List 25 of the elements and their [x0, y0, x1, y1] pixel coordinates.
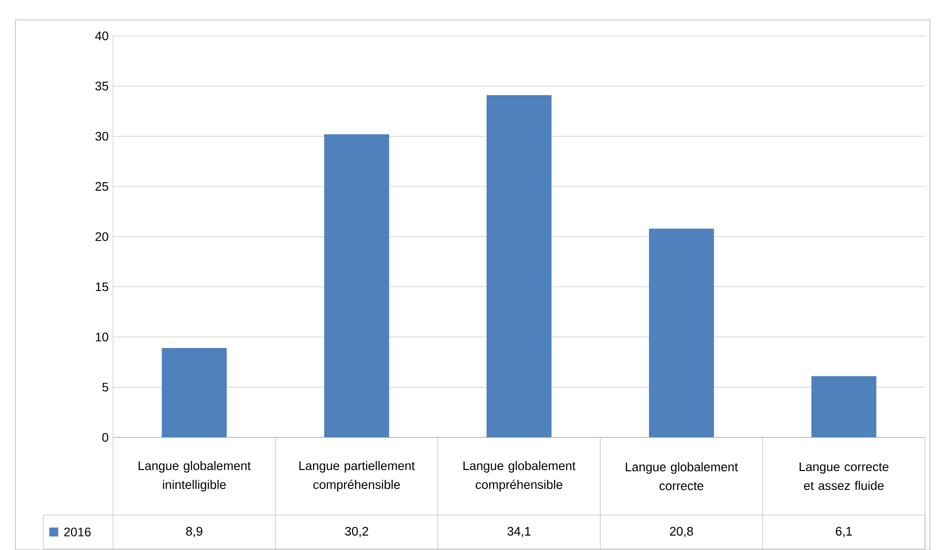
x-tick-label: Langue globalement compréhensible	[463, 461, 576, 492]
bar	[486, 95, 552, 438]
x-tick-label: Langue partiellement compréhensible	[299, 461, 415, 492]
bar	[162, 348, 227, 438]
bar	[648, 228, 714, 438]
data-label: 34,1	[507, 526, 531, 538]
y-tick-label: 10	[96, 332, 108, 342]
y-tick-label: 0	[102, 433, 108, 442]
x-tick-label: Langue globalement correcte	[626, 462, 738, 490]
y-tick-label: 25	[96, 182, 108, 191]
y-tick-label: 35	[95, 82, 108, 90]
bar	[324, 134, 390, 438]
data-label: 8,9	[186, 526, 202, 538]
legend-label: 2016	[64, 528, 91, 536]
y-tick-label: 40	[95, 31, 108, 40]
bar	[811, 376, 876, 438]
y-tick-label: 30	[95, 132, 108, 141]
y-tick-label: 5	[102, 382, 108, 392]
x-tick-label: Langue correcte et assez fluide	[800, 462, 888, 490]
data-label: 30,2	[345, 526, 368, 538]
y-tick-label: 20	[96, 232, 108, 242]
x-tick-label: Langue globalement inintelligible	[138, 461, 251, 492]
data-label: 20,8	[670, 526, 693, 538]
y-tick-label: 15	[96, 282, 108, 292]
data-label: 6,1	[836, 526, 852, 538]
